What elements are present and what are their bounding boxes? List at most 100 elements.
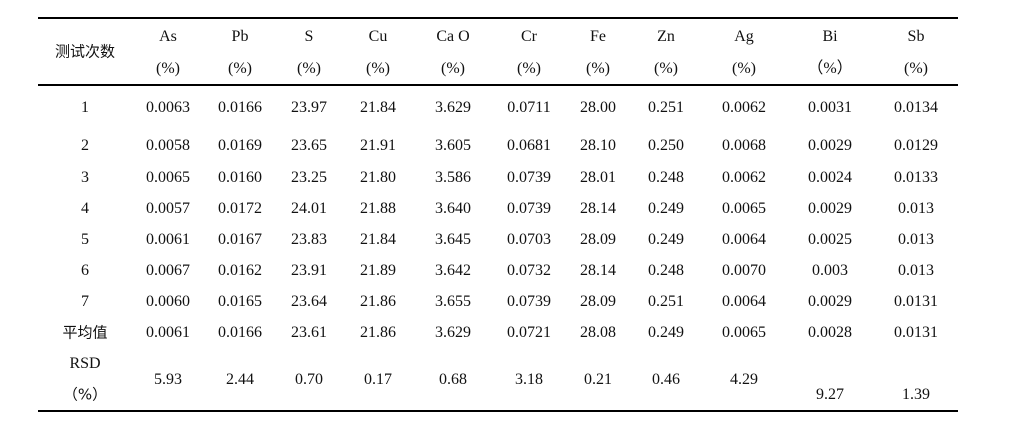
column-header-unit: (%) [732,60,756,77]
table-cell: 24.01 [291,200,327,217]
table-cell: 21.80 [360,169,396,186]
table-cell: 3.586 [435,169,471,186]
column-header-unit: (%) [904,60,928,77]
column-header-unit: (%) [517,60,541,77]
column-header-element: Sb [907,28,925,45]
table-cell: 0.0029 [808,293,852,310]
table-cell: 23.61 [291,324,327,341]
table-cell: 0.251 [648,293,684,310]
rsd-cell: 2.44 [226,371,254,388]
row-label: 4 [81,200,89,217]
table-cell: 0.0063 [146,99,190,116]
table-cell: 0.0169 [218,137,262,154]
table-cell: 0.013 [898,262,934,279]
table-cell: 0.0739 [507,200,551,217]
table-cell: 0.0739 [507,169,551,186]
rsd-cell: 4.29 [730,371,758,388]
table-cell: 28.00 [580,99,616,116]
table-cell: 28.14 [580,200,616,217]
row-label-rsd: RSD [69,355,101,372]
table-cell: 0.0061 [146,324,190,341]
column-header-element: S [304,28,314,45]
table-cell: 23.65 [291,137,327,154]
column-header-unit: (%) [441,60,465,77]
column-header-unit: (%) [586,60,610,77]
table-cell: 0.249 [648,200,684,217]
column-header-element: Pb [231,28,249,45]
table-cell: 0.0739 [507,293,551,310]
table-cell: 0.0031 [808,99,852,116]
table-cell: 0.0029 [808,200,852,217]
table-cell: 0.0681 [507,137,551,154]
column-header-element: Ag [734,28,754,45]
table-cell: 0.0129 [894,137,938,154]
top-rule [38,17,958,19]
table-cell: 3.629 [435,99,471,116]
table-cell: 0.013 [898,200,934,217]
column-header-element: Fe [590,28,606,45]
table-cell: 28.14 [580,262,616,279]
row-label-rsd-unit: （%） [62,385,108,404]
column-header-unit: （%） [807,60,853,77]
table-cell: 0.003 [812,262,848,279]
table-cell: 0.0025 [808,231,852,248]
table-cell: 0.0028 [808,324,852,341]
rsd-cell: 0.46 [652,371,680,388]
table-cell: 0.0134 [894,99,938,116]
rsd-cell: 3.18 [515,371,543,388]
table-cell: 21.88 [360,200,396,217]
bottom-rule [38,410,958,412]
row-label: 2 [81,137,89,154]
table-cell: 0.0166 [218,99,262,116]
table-cell: 0.0172 [218,200,262,217]
table-cell: 0.0062 [722,169,766,186]
header-rule [38,84,958,86]
rsd-cell: 0.70 [295,371,323,388]
table-cell: 21.84 [360,231,396,248]
table-cell: 0.013 [898,231,934,248]
table-cell: 0.0068 [722,137,766,154]
rsd-cell: 0.21 [584,371,612,388]
table-cell: 23.83 [291,231,327,248]
column-header-element: Zn [657,28,675,45]
table-cell: 0.0703 [507,231,551,248]
table-cell: 21.86 [360,293,396,310]
table-cell: 3.640 [435,200,471,217]
table-cell: 0.248 [648,169,684,186]
table-cell: 3.655 [435,293,471,310]
table-cell: 0.0721 [507,324,551,341]
table-cell: 0.0133 [894,169,938,186]
table-cell: 0.249 [648,231,684,248]
table-cell: 28.09 [580,293,616,310]
table-cell: 23.64 [291,293,327,310]
table-cell: 21.89 [360,262,396,279]
row-label: 3 [81,169,89,186]
rsd-cell: 0.68 [439,371,467,388]
table-cell: 0.0061 [146,231,190,248]
table-cell: 28.01 [580,169,616,186]
table-cell: 21.91 [360,137,396,154]
column-header-unit: (%) [297,60,321,77]
table-cell: 0.0060 [146,293,190,310]
table-cell: 23.25 [291,169,327,186]
header-label-test-count: 测试次数 [54,42,116,61]
table-cell: 0.0166 [218,324,262,341]
table-cell: 3.645 [435,231,471,248]
table-cell: 0.0065 [146,169,190,186]
table-cell: 0.0131 [894,324,938,341]
table-cell: 0.248 [648,262,684,279]
table-cell: 28.09 [580,231,616,248]
column-header-element: Cu [368,28,388,45]
table-cell: 0.0057 [146,200,190,217]
table-cell: 23.97 [291,99,327,116]
column-header-unit: (%) [228,60,252,77]
column-header-unit: (%) [654,60,678,77]
row-label-average: 平均值 [62,323,108,342]
row-label: 6 [81,262,89,279]
table-cell: 0.0165 [218,293,262,310]
table-cell: 0.0058 [146,137,190,154]
table-cell: 0.0065 [722,324,766,341]
table-cell: 0.0711 [507,99,551,116]
table-cell: 0.251 [648,99,684,116]
column-header-unit: (%) [156,60,180,77]
